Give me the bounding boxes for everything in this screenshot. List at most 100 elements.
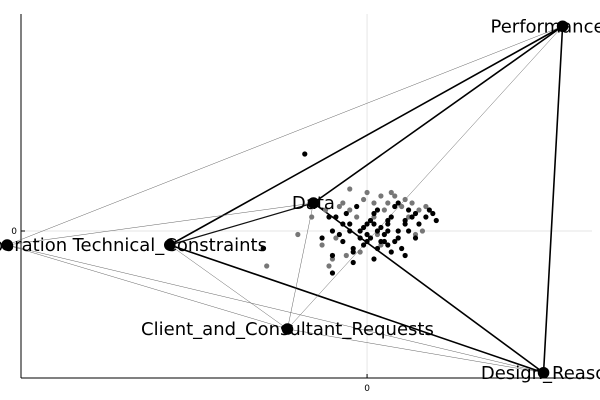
network-edge bbox=[6, 244, 288, 330]
dark-data-point bbox=[367, 217, 374, 224]
dark-data-point bbox=[357, 228, 363, 234]
gray-data-point bbox=[371, 200, 377, 206]
node-label: Performance_Pa bbox=[491, 16, 600, 37]
dark-data-point bbox=[395, 228, 401, 234]
dark-data-point bbox=[378, 238, 384, 245]
node-label: Data bbox=[292, 193, 335, 214]
grid-lines bbox=[21, 14, 592, 378]
dark-data-point bbox=[374, 207, 381, 213]
dark-data-point bbox=[412, 235, 419, 241]
dark-data-point bbox=[433, 217, 439, 224]
dark-data-point bbox=[364, 231, 370, 238]
network-node-marker bbox=[281, 323, 294, 335]
dark-data-point bbox=[329, 252, 336, 259]
network-edge bbox=[169, 25, 564, 246]
dark-data-point bbox=[385, 228, 391, 234]
gray-data-point bbox=[399, 203, 405, 210]
network-edge bbox=[312, 25, 564, 204]
network-edge bbox=[6, 244, 544, 373]
gray-data-point bbox=[309, 214, 315, 220]
dark-data-point bbox=[405, 207, 412, 213]
dark-data-point bbox=[381, 231, 387, 238]
network-node-marker bbox=[307, 197, 320, 209]
node-labels: Performance_Pa Data CollaborationTechnical… bbox=[0, 16, 600, 384]
dark-data-point bbox=[374, 228, 381, 234]
dark-data-point bbox=[388, 214, 394, 220]
dark-data-point bbox=[423, 214, 429, 220]
dark-data-point bbox=[395, 235, 401, 241]
gray-data-point bbox=[419, 228, 426, 234]
dark-data-point bbox=[347, 221, 353, 227]
dark-data-point bbox=[388, 249, 394, 255]
gray-data-point bbox=[319, 242, 325, 248]
dark-data-point bbox=[426, 207, 432, 213]
dark-data-point bbox=[430, 210, 436, 217]
gray-data-point bbox=[264, 263, 270, 269]
dark-data-point bbox=[367, 235, 374, 241]
dark-data-point bbox=[416, 221, 422, 227]
dark-data-point bbox=[392, 203, 398, 210]
network-node-marker bbox=[537, 366, 550, 379]
gray-data-point bbox=[388, 189, 394, 196]
dark-data-point bbox=[357, 235, 363, 241]
dark-data-point bbox=[378, 224, 384, 231]
node-label: Collaboration bbox=[0, 235, 67, 256]
gray-data-point bbox=[409, 200, 415, 206]
dark-data-point bbox=[374, 245, 381, 252]
dark-data-point bbox=[371, 221, 377, 227]
gray-data-point bbox=[416, 207, 422, 213]
network-edge bbox=[169, 202, 315, 246]
dark-data-point bbox=[354, 203, 360, 210]
node-label: Design_Reaso bbox=[481, 363, 600, 384]
dark-data-point bbox=[340, 238, 346, 245]
dark-data-point bbox=[361, 224, 367, 231]
gray-data-point bbox=[392, 193, 398, 199]
node-label: Client_and_Consultant_Requests bbox=[141, 319, 434, 340]
dark-data-point bbox=[329, 270, 336, 276]
network-node-marker bbox=[164, 239, 176, 251]
dark-data-point bbox=[260, 245, 266, 252]
network-edge bbox=[6, 202, 314, 246]
dark-data-point bbox=[336, 231, 342, 238]
gray-data-point bbox=[378, 193, 384, 199]
dark-data-point bbox=[343, 210, 349, 217]
gray-data-point bbox=[326, 263, 332, 269]
network-edge bbox=[6, 26, 563, 246]
dark-data-point bbox=[402, 217, 408, 224]
network-edge bbox=[287, 202, 314, 330]
dark-data-point bbox=[412, 210, 419, 217]
dark-data-point bbox=[392, 238, 398, 245]
network-node-marker bbox=[1, 239, 13, 251]
dark-data-point bbox=[347, 228, 353, 234]
data-points bbox=[260, 151, 439, 276]
gray-data-point bbox=[423, 203, 429, 210]
dark-data-point bbox=[326, 214, 332, 220]
network-nodes bbox=[1, 20, 569, 379]
dark-data-point bbox=[340, 221, 346, 227]
dark-data-point bbox=[385, 242, 391, 248]
dark-data-point bbox=[329, 228, 336, 234]
dark-data-point bbox=[405, 228, 412, 234]
dark-data-point bbox=[302, 151, 308, 157]
network-node-marker bbox=[556, 20, 569, 33]
gray-data-point bbox=[295, 231, 301, 238]
network-edge bbox=[169, 244, 545, 374]
axis-ticks: 00 bbox=[11, 227, 370, 394]
dark-data-point bbox=[333, 214, 339, 220]
gray-data-point bbox=[347, 186, 353, 192]
gray-data-point bbox=[354, 214, 360, 220]
dark-data-point bbox=[319, 235, 325, 241]
gray-data-point bbox=[385, 200, 391, 206]
dark-data-point bbox=[350, 245, 356, 252]
network-edges bbox=[6, 25, 564, 374]
gray-data-point bbox=[347, 207, 353, 213]
gray-data-point bbox=[340, 200, 346, 206]
y-tick-label: 0 bbox=[11, 227, 17, 237]
dark-data-point bbox=[395, 200, 401, 206]
x-tick-label: 0 bbox=[364, 384, 370, 394]
gray-data-point bbox=[333, 235, 339, 241]
network-edge bbox=[312, 202, 545, 374]
gray-data-point bbox=[364, 189, 370, 196]
node-label: Technical_Constraints bbox=[72, 235, 267, 256]
